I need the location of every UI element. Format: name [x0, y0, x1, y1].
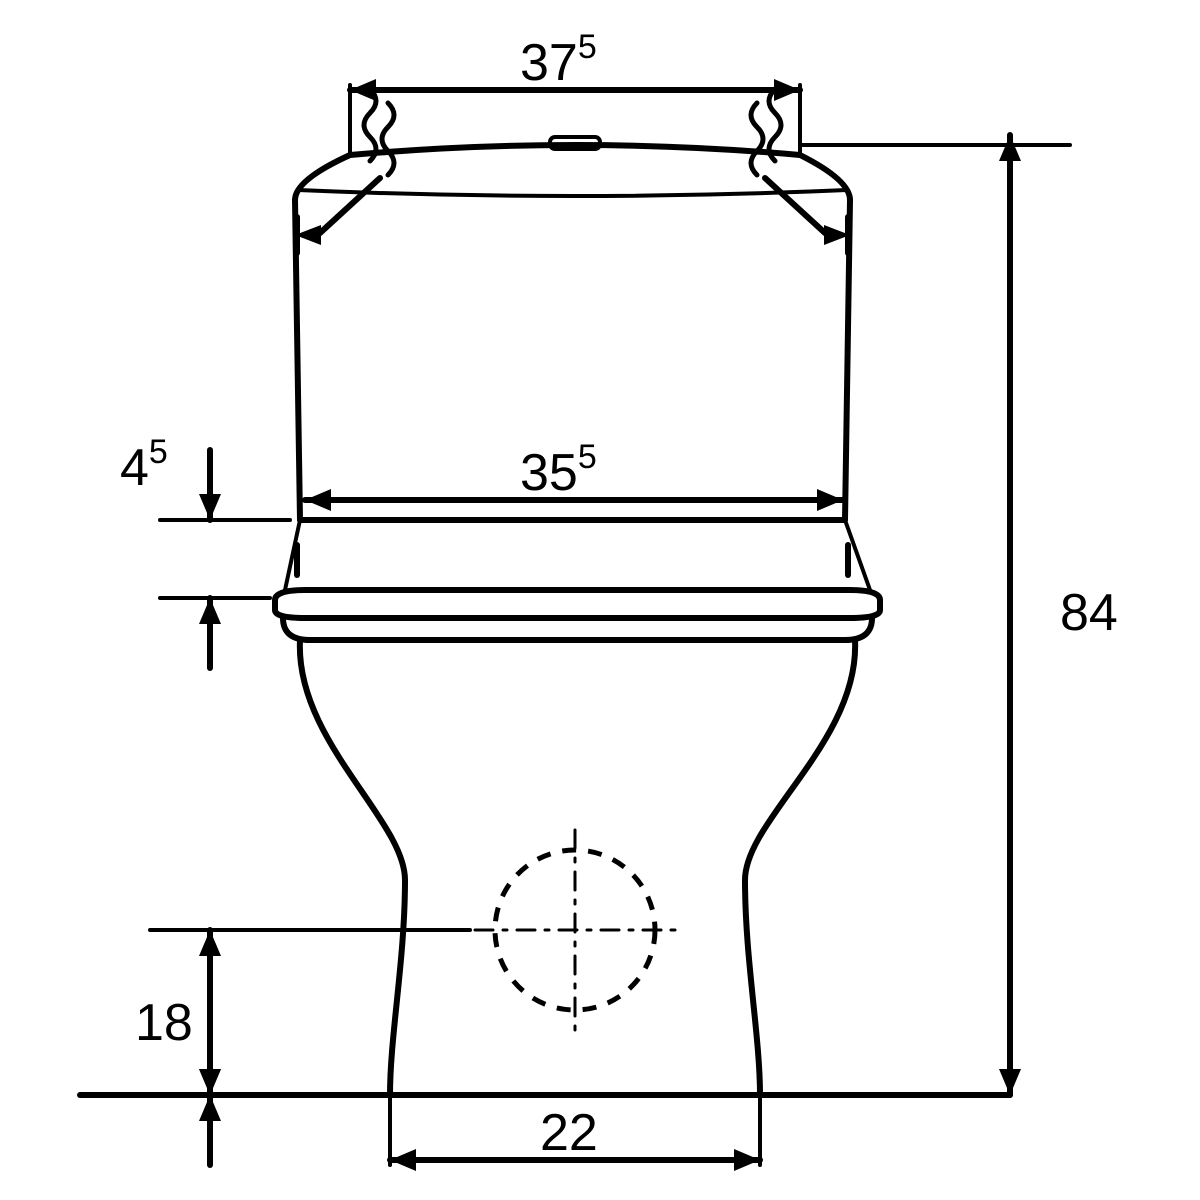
dim-height-total: 84	[1060, 584, 1118, 642]
dim-width-mid: 355	[520, 438, 597, 502]
dim-width-base: 22	[540, 1104, 598, 1162]
dim-seat-gap: 45	[120, 433, 168, 497]
dim-height-outlet: 18	[135, 994, 193, 1052]
technical-drawing: 375 355 22 84 18 45	[0, 0, 1200, 1200]
dim-width-top: 375	[520, 28, 597, 92]
